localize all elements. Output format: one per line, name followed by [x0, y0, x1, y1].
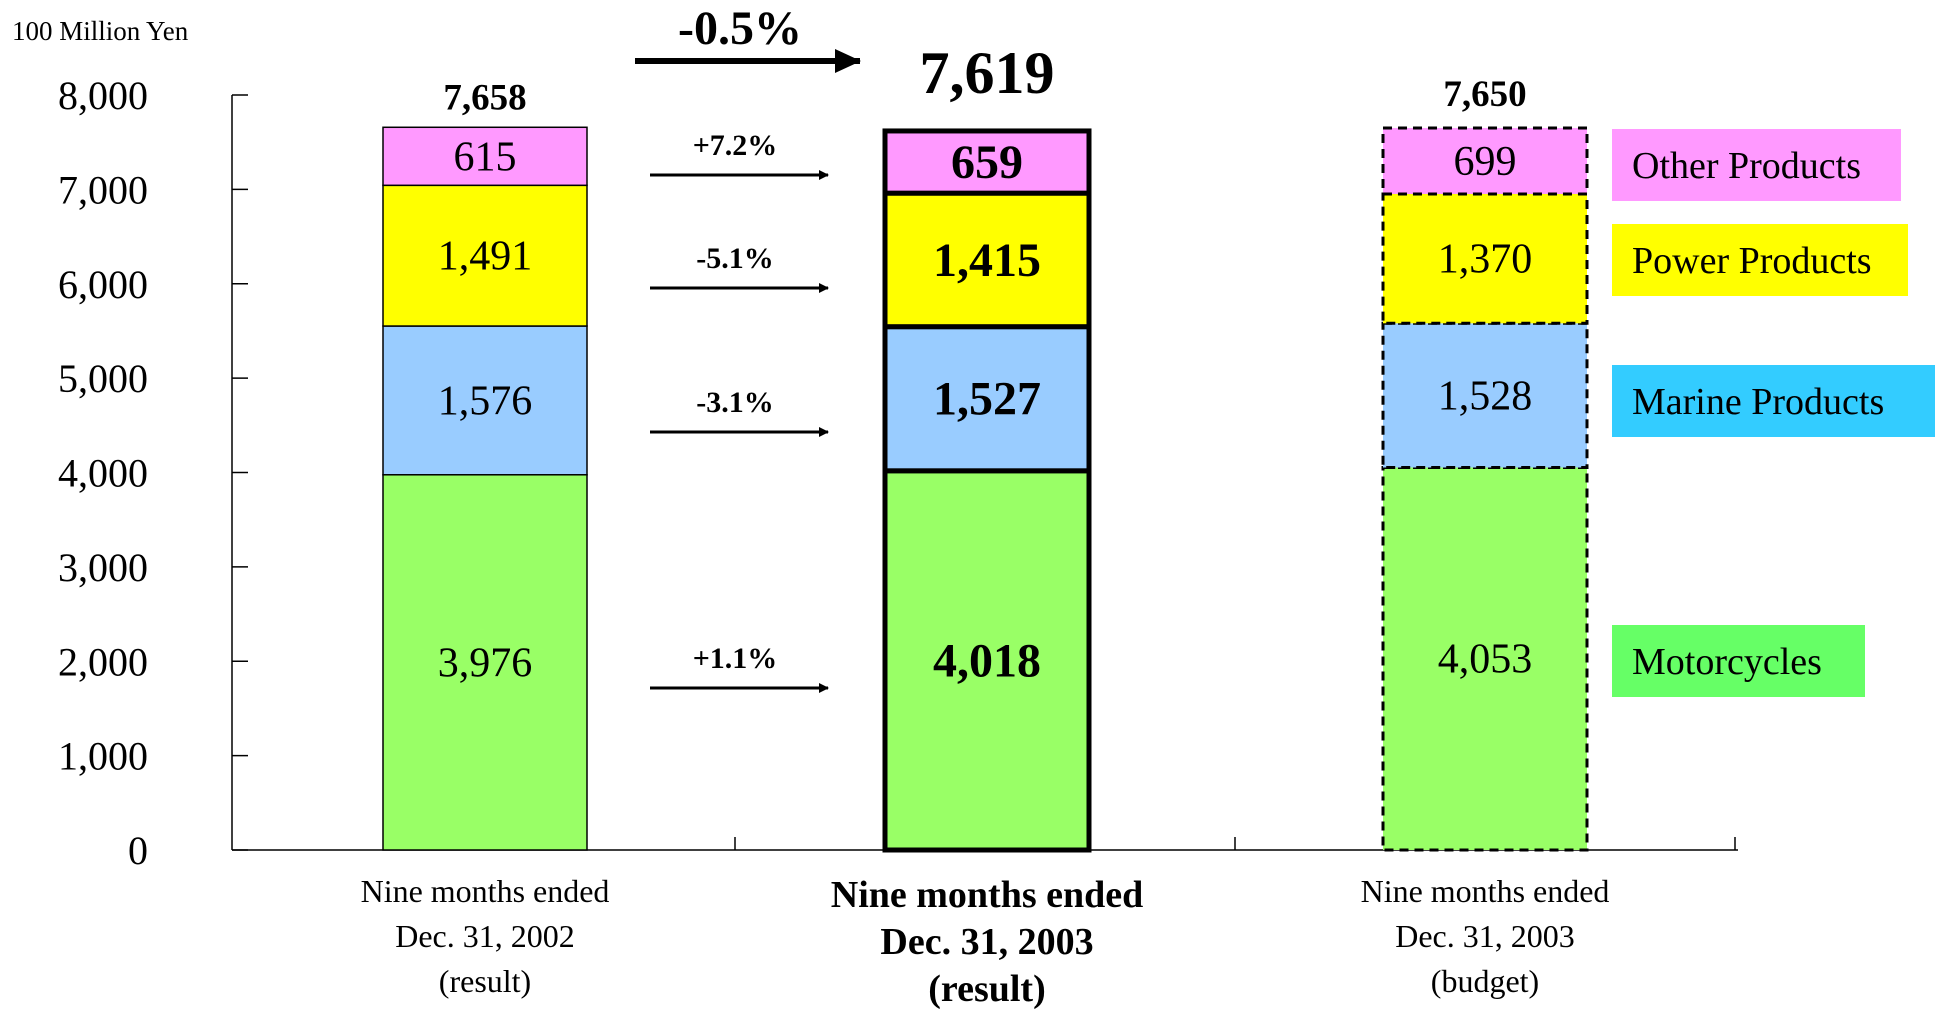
change-annotations: -0.5% +1.1% -3.1% -5.1% +7.2% — [635, 2, 861, 693]
category-label: (budget) — [1431, 963, 1539, 999]
y-tick-label: 3,000 — [58, 545, 148, 590]
series-change-label: -5.1% — [696, 242, 774, 275]
series-change-label: -3.1% — [696, 386, 774, 419]
unit-label: 100 Million Yen — [12, 16, 189, 46]
category-label: (result) — [439, 963, 531, 999]
y-tick-label: 5,000 — [58, 356, 148, 401]
bar-segment — [1381, 465, 1589, 852]
category-label: (result) — [928, 968, 1046, 1010]
bar-value-label: 1,576 — [438, 378, 533, 424]
bar-segment — [882, 324, 1092, 474]
bar-value-label: 1,528 — [1438, 373, 1533, 419]
bar-value-label: 699 — [1454, 139, 1517, 185]
category-label: Nine months ended — [361, 873, 610, 909]
bar-value-label: 4,018 — [933, 634, 1041, 687]
bar-segment — [382, 184, 588, 327]
category-label: Dec. 31, 2003 — [1395, 918, 1575, 954]
y-tick-label: 4,000 — [58, 451, 148, 496]
y-tick-label: 8,000 — [58, 73, 148, 118]
series-change-label: +1.1% — [693, 642, 778, 675]
total-label: 7,650 — [1443, 74, 1526, 115]
legend-label: Other Products — [1632, 145, 1861, 187]
bar-segment — [1381, 192, 1589, 325]
y-tick-label: 1,000 — [58, 734, 148, 779]
bar-value-label: 1,370 — [1438, 237, 1533, 283]
total-change-label: -0.5% — [678, 2, 802, 55]
category-label: Dec. 31, 2002 — [395, 918, 575, 954]
bar-segment — [382, 126, 588, 187]
bar-segment — [882, 128, 1092, 196]
total-label: 7,658 — [443, 77, 526, 118]
bar-segment — [1381, 321, 1589, 469]
legend-swatch — [1612, 625, 1865, 697]
bar-value-label: 1,415 — [933, 234, 1041, 287]
bar-segment — [1381, 126, 1589, 196]
series-change-label: +7.2% — [693, 129, 778, 162]
y-tick-label: 7,000 — [58, 167, 148, 212]
x-axis-labels: Nine months ended Dec. 31, 2002 (result) Ni… — [361, 873, 1610, 1010]
bar-value-label: 4,053 — [1438, 637, 1533, 683]
bar-value-label: 1,491 — [438, 234, 533, 280]
legend-label: Power Products — [1632, 240, 1872, 282]
category-label: Dec. 31, 2003 — [880, 921, 1093, 963]
bar-segment — [382, 474, 588, 851]
legend-label: Marine Products — [1632, 381, 1884, 423]
legend-label: Motorcycles — [1632, 641, 1822, 683]
category-label: Nine months ended — [1361, 873, 1610, 909]
legend-swatch — [1612, 224, 1908, 296]
legend: Motorcycles Marine Products Power Products… — [1612, 129, 1935, 697]
category-label: Nine months ended — [831, 874, 1144, 916]
legend-swatch — [1612, 129, 1901, 201]
total-label: 7,619 — [920, 40, 1055, 106]
bar-segment — [882, 190, 1092, 330]
bar-segment — [382, 325, 588, 476]
y-tick-label: 6,000 — [58, 262, 148, 307]
bar-value-label: 1,527 — [933, 373, 1041, 426]
y-tick-label: 2,000 — [58, 639, 148, 684]
y-tick-label: 0 — [128, 828, 148, 873]
bar-value-label: 659 — [951, 136, 1023, 189]
bars: 3,976 1,576 1,491 615 7,658 4,018 1,527 1,415 65… — [382, 40, 1589, 853]
bar-value-label: 3,976 — [438, 640, 533, 686]
legend-swatch — [1612, 365, 1935, 437]
bar-segment — [882, 468, 1092, 853]
axes: 0 1,000 2,000 3,000 4,000 5,000 6,000 7,000 8,00… — [58, 73, 1738, 873]
bar-value-label: 615 — [454, 134, 517, 180]
